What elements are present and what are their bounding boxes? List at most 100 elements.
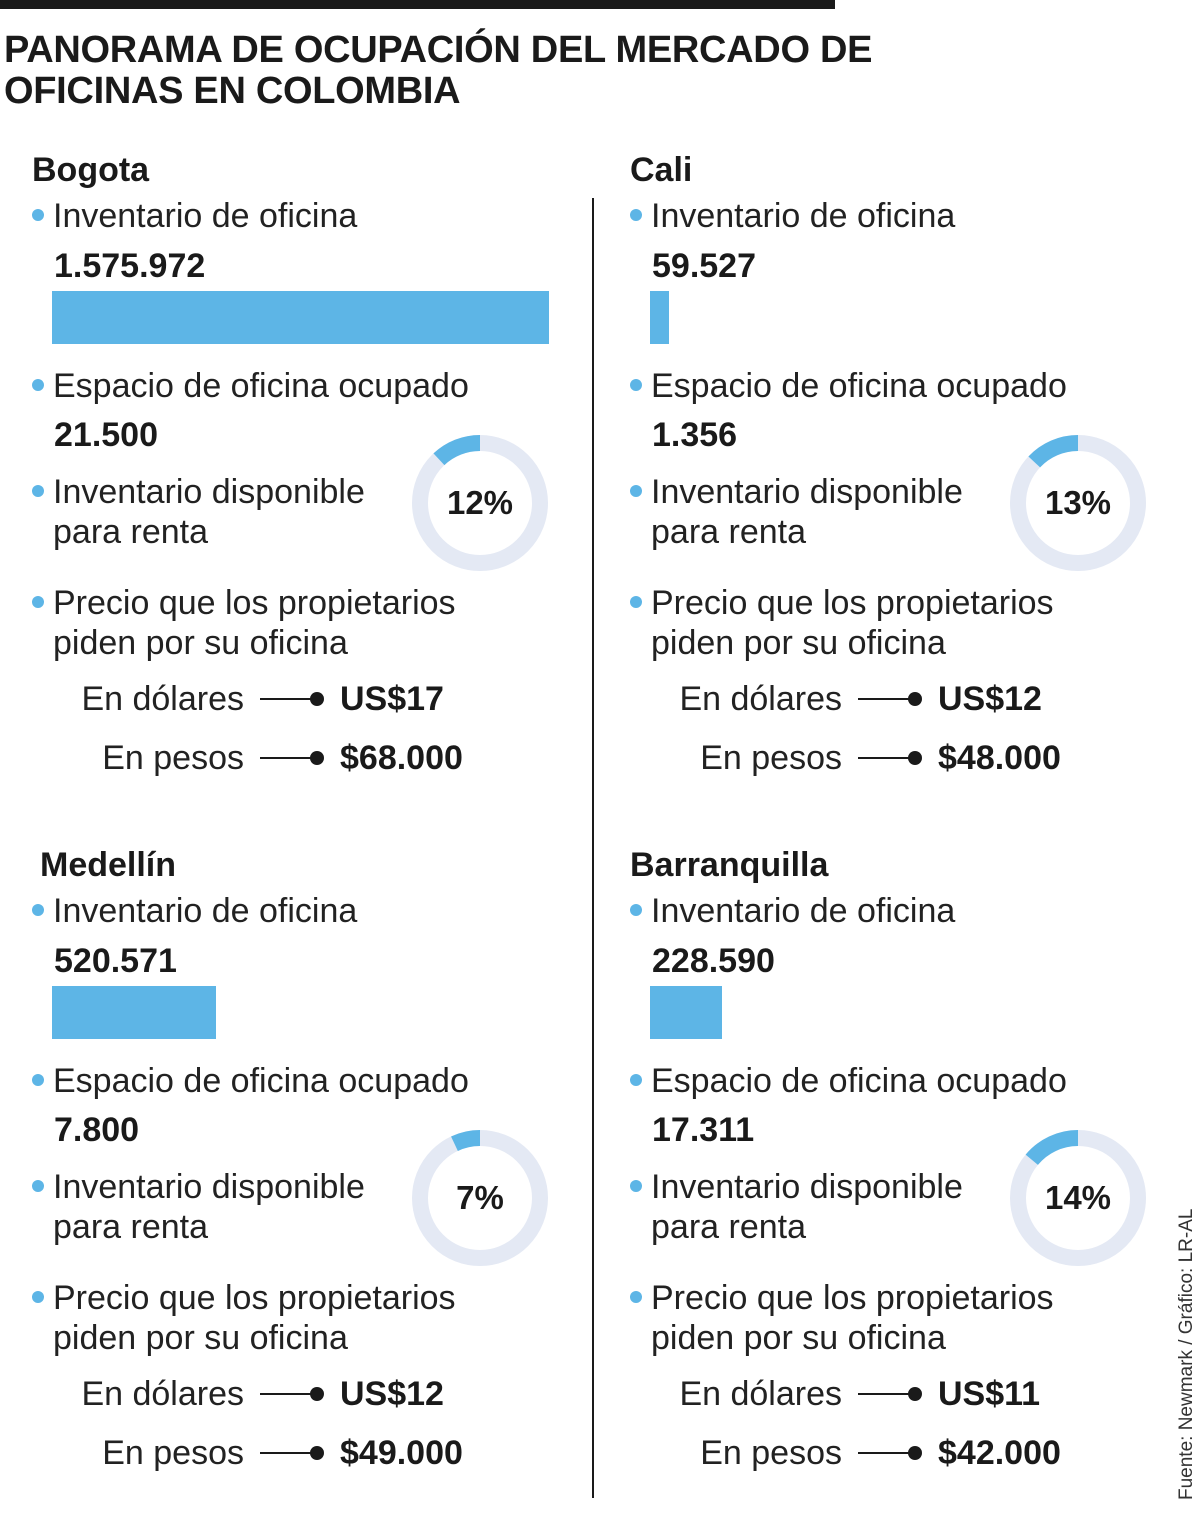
inventory-value: 520.571 <box>54 942 177 980</box>
leader-dot <box>908 1446 922 1460</box>
price-usd-row: En dólares US$12 <box>652 677 1172 721</box>
inventory-label: Inventario de oficina <box>630 196 955 236</box>
leader-line <box>260 757 314 759</box>
price-cop-value: $49.000 <box>340 1434 463 1472</box>
price-cop-value: $48.000 <box>938 739 1061 777</box>
leader-dot <box>310 692 324 706</box>
available-percent: 14% <box>1044 1179 1112 1216</box>
price-cop-row: En pesos $42.000 <box>652 1431 1172 1475</box>
inventory-bar-track <box>650 986 1147 1039</box>
occupied-label: Espacio de oficina ocupado <box>32 1061 469 1101</box>
bullet-icon <box>630 1291 642 1304</box>
leader-dot <box>310 1387 324 1401</box>
available-percent: 7% <box>456 1179 504 1216</box>
price-cop-value: $68.000 <box>340 739 463 777</box>
leader-dot <box>310 751 324 765</box>
inventory-label: Inventario de oficina <box>630 891 955 931</box>
bullet-icon <box>630 904 642 917</box>
available-label: Inventario disponible para renta <box>32 472 365 552</box>
donut-svg <box>412 435 548 571</box>
occupied-value: 21.500 <box>54 416 158 454</box>
leader-line <box>858 757 912 759</box>
bullet-icon <box>32 379 44 392</box>
bullet-icon <box>32 596 44 609</box>
donut-svg <box>412 1130 548 1266</box>
price-usd-value: US$12 <box>340 1375 444 1413</box>
available-label: Inventario disponible para renta <box>630 1167 963 1247</box>
inventory-bar <box>52 986 216 1039</box>
inventory-label: Inventario de oficina <box>32 196 357 236</box>
donut-arc <box>1025 1130 1079 1166</box>
price-usd-row: En dólares US$12 <box>54 1372 574 1416</box>
price-cop-label: En pesos <box>102 1434 244 1472</box>
leader-dot <box>908 1387 922 1401</box>
occupied-value: 1.356 <box>652 416 738 454</box>
price-usd-label: En dólares <box>679 680 842 718</box>
inventory-bar-track <box>650 291 1147 344</box>
inventory-label: Inventario de oficina <box>32 891 357 931</box>
available-percent: 12% <box>446 484 514 521</box>
inventory-value: 59.527 <box>652 247 756 285</box>
donut-svg <box>1010 435 1146 571</box>
available-label: Inventario disponible para renta <box>630 472 963 552</box>
available-label: Inventario disponible para renta <box>32 1167 365 1247</box>
price-usd-row: En dólares US$11 <box>652 1372 1172 1416</box>
price-cop-label: En pesos <box>700 1434 842 1472</box>
price-cop-label: En pesos <box>102 739 244 777</box>
city-name: Barranquilla <box>630 846 829 884</box>
city-name: Cali <box>630 151 693 189</box>
leader-dot <box>908 692 922 706</box>
available-donut: 12% <box>410 433 550 573</box>
bullet-icon <box>630 485 642 498</box>
bullet-icon <box>32 904 44 917</box>
bullet-icon <box>32 1291 44 1304</box>
price-label: Precio que los propietarios piden por su … <box>630 1278 1054 1358</box>
occupied-label: Espacio de oficina ocupado <box>32 366 469 406</box>
available-donut: 14% <box>1008 1128 1148 1268</box>
occupied-value: 7.800 <box>54 1111 140 1149</box>
leader-line <box>858 1452 912 1454</box>
donut-arc <box>451 1130 481 1152</box>
bullet-icon <box>32 485 44 498</box>
bullet-icon <box>630 596 642 609</box>
price-usd-row: En dólares US$17 <box>54 677 574 721</box>
occupied-label: Espacio de oficina ocupado <box>630 366 1067 406</box>
price-usd-value: US$11 <box>938 1375 1041 1413</box>
bullet-icon <box>630 379 642 392</box>
inventory-bar <box>52 291 549 344</box>
available-donut: 7% <box>410 1128 550 1268</box>
occupied-label: Espacio de oficina ocupado <box>630 1061 1067 1101</box>
price-cop-row: En pesos $49.000 <box>54 1431 574 1475</box>
price-usd-label: En dólares <box>81 1375 244 1413</box>
city-name: Bogota <box>32 151 150 189</box>
inventory-bar-track <box>52 986 549 1039</box>
leader-line <box>260 698 314 700</box>
price-usd-value: US$12 <box>938 680 1042 718</box>
leader-line <box>858 1393 912 1395</box>
leader-line <box>260 1452 314 1454</box>
price-cop-label: En pesos <box>700 739 842 777</box>
city-panel: Barranquilla Inventario de oficina 228.5… <box>630 845 1190 1535</box>
top-rule <box>0 0 835 9</box>
price-cop-value: $42.000 <box>938 1434 1061 1472</box>
inventory-bar <box>650 291 669 344</box>
inventory-value: 1.575.972 <box>54 247 206 285</box>
bullet-icon <box>630 1180 642 1193</box>
inventory-bar-track <box>52 291 549 344</box>
available-donut: 13% <box>1008 433 1148 573</box>
inventory-bar <box>650 986 722 1039</box>
price-cop-row: En pesos $48.000 <box>652 736 1172 780</box>
price-cop-row: En pesos $68.000 <box>54 736 574 780</box>
available-percent: 13% <box>1044 484 1112 521</box>
leader-dot <box>908 751 922 765</box>
leader-line <box>858 698 912 700</box>
bullet-icon <box>630 1074 642 1087</box>
leader-line <box>260 1393 314 1395</box>
occupied-value: 17.311 <box>652 1111 755 1149</box>
price-label: Precio que los propietarios piden por su … <box>32 1278 456 1358</box>
bullet-icon <box>32 1180 44 1193</box>
bullet-icon <box>32 1074 44 1087</box>
inventory-value: 228.590 <box>652 942 775 980</box>
price-label: Precio que los propietarios piden por su … <box>630 583 1054 663</box>
price-usd-label: En dólares <box>679 1375 842 1413</box>
